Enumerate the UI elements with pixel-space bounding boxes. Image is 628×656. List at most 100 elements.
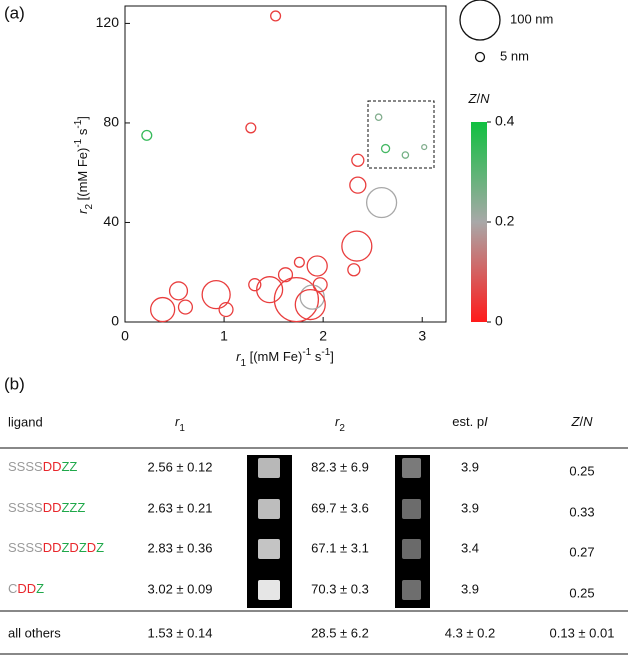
table-header: Z/N	[571, 414, 594, 429]
plot-frame	[124, 5, 447, 323]
bubble	[401, 151, 410, 159]
bubble	[277, 267, 294, 283]
x-axis-label-part: r	[236, 349, 241, 364]
bubble	[218, 301, 234, 318]
x-axis-label-part: s	[311, 349, 322, 364]
x-tick-label: 1	[220, 328, 228, 344]
table-cell: 0.33	[569, 504, 594, 519]
size-legend-marker	[474, 51, 486, 63]
table-cell: 3.9	[461, 500, 479, 515]
table-cell: 3.02 ± 0.09	[148, 581, 213, 596]
bubble	[349, 176, 367, 194]
table-cell: 4.3 ± 0.2	[445, 625, 496, 640]
table-header: r1	[175, 414, 185, 434]
bubble	[312, 277, 328, 293]
colorbar-tick-label: 0.4	[495, 113, 515, 129]
ligand: SSSSDDZZ	[8, 459, 77, 474]
colorbar-label-part: N	[480, 91, 490, 106]
y-axis-label: r2 [(mM Fe)-1 s-1]	[73, 116, 95, 214]
colorbar-label-part: /	[476, 91, 480, 106]
colorbar-label-part: Z	[468, 91, 478, 106]
table-header: r2	[335, 414, 345, 434]
y-axis-label-part: -1	[73, 119, 84, 128]
table-cell: 28.5 ± 6.2	[311, 625, 369, 640]
table-cell: 0.27	[569, 544, 594, 559]
colorbar-tick-label: 0	[495, 313, 503, 329]
x-axis-label-part: -1	[302, 347, 311, 358]
bubble	[168, 281, 189, 301]
ligand: SSSSDDZDZDZ	[8, 540, 104, 555]
table-header-part: r	[175, 414, 180, 429]
table-cell: 70.3 ± 0.3	[311, 581, 369, 596]
bubble	[141, 129, 153, 141]
table-cell: 82.3 ± 6.9	[311, 459, 369, 474]
table-header-part: N	[583, 414, 593, 429]
bubble	[374, 113, 383, 122]
x-tick-label: 0	[121, 328, 129, 344]
bubble	[256, 276, 284, 304]
x-axis-label-part: 1	[240, 358, 246, 369]
table-header-part: r	[335, 414, 340, 429]
y-tick-label: 40	[103, 213, 119, 229]
table-cell: 1.53 ± 0.14	[148, 625, 213, 640]
r1-images	[247, 455, 292, 608]
table-cell: 2.63 ± 0.21	[148, 500, 213, 515]
table-header: ligand	[8, 414, 43, 429]
bubble	[421, 143, 428, 151]
size-legend-label: 5 nm	[500, 48, 529, 63]
size-legend-marker	[459, 0, 501, 41]
bubble	[306, 255, 328, 277]
x-axis-label-part: ]	[330, 349, 334, 364]
table-cell: 3.9	[461, 459, 479, 474]
table-header-part: 2	[339, 423, 345, 434]
bubble	[149, 296, 176, 323]
bubble	[351, 153, 365, 167]
table-header-part: 1	[179, 423, 185, 434]
bubble	[273, 276, 320, 323]
table-header-part: Z	[571, 414, 581, 429]
x-tick-label: 2	[319, 328, 327, 344]
panel-label: (b)	[4, 374, 25, 393]
x-tick-label: 3	[418, 328, 426, 344]
table-cell: 2.83 ± 0.36	[148, 540, 213, 555]
y-axis-label-part: r	[75, 209, 90, 214]
table-cell: 2.56 ± 0.12	[148, 459, 213, 474]
table-cell: 0.25	[569, 585, 594, 600]
y-axis-label-part: s	[75, 128, 90, 139]
table-header: est. pI	[452, 414, 488, 429]
x-axis-label: r1 [(mM Fe)-1 s-1]	[236, 347, 334, 369]
bubble	[201, 279, 231, 310]
table-cell: 0.13 ± 0.01	[550, 625, 615, 640]
y-axis-label-part: [(mM Fe)	[75, 148, 90, 204]
y-tick-label: 80	[103, 114, 119, 130]
table-header-part: I	[484, 414, 488, 429]
highlight-box	[367, 100, 435, 169]
table-cell: all others	[8, 625, 61, 640]
bubble	[299, 284, 325, 310]
bubble	[245, 122, 257, 134]
x-axis-label-part: -1	[321, 347, 330, 358]
y-axis-label-part: 2	[84, 204, 95, 210]
table-cell: 69.7 ± 3.6	[311, 500, 369, 515]
bubble	[248, 278, 262, 292]
bubble	[177, 299, 194, 315]
table-cell: 67.1 ± 3.1	[311, 540, 369, 555]
y-axis-label-part: ]	[75, 116, 90, 120]
bubble	[347, 263, 361, 277]
bubble	[365, 186, 398, 219]
colorbar	[471, 122, 487, 322]
table-header-part: /	[579, 414, 583, 429]
table-cell: 3.9	[461, 581, 479, 596]
table-cell: 3.4	[461, 540, 479, 555]
x-axis-label-part: [(mM Fe)	[246, 349, 302, 364]
ligand: CDDZ	[8, 581, 44, 596]
bubble	[270, 10, 282, 22]
colorbar-label: Z/N	[468, 91, 491, 106]
table-cell: 0.25	[569, 463, 594, 478]
bubble	[293, 256, 305, 268]
ligand: SSSSDDZZZ	[8, 500, 85, 515]
y-axis-label-part: -1	[73, 138, 84, 147]
size-legend-label: 100 nm	[510, 11, 553, 26]
bubble	[341, 230, 373, 262]
